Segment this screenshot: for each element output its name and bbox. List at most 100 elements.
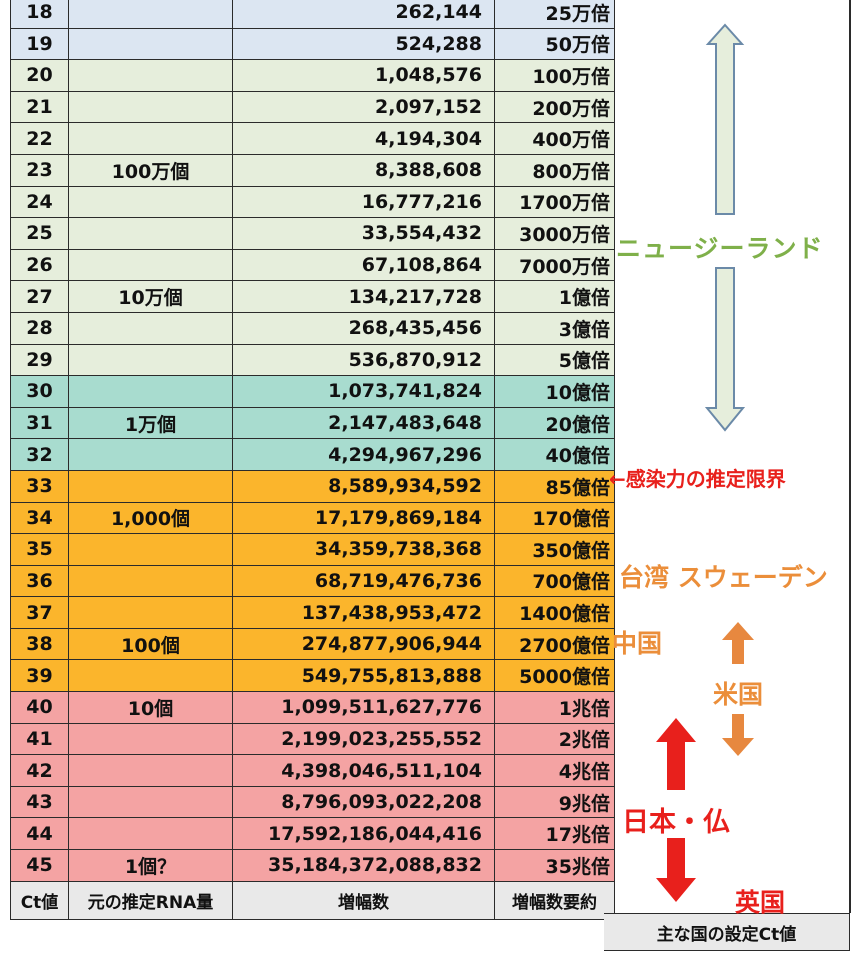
summary-cell: 200万倍 <box>494 90 615 124</box>
summary-cell: 85億倍 <box>494 469 615 503</box>
amplification-cell: 67,108,864 <box>232 248 495 282</box>
ct-cell: 22 <box>10 122 69 155</box>
table-row: 33 8,589,934,592 85億倍 <box>10 469 615 503</box>
table-row: 43 8,796,093,022,208 9兆倍 <box>10 785 615 819</box>
header-row: Ct値 元の推定RNA量 増幅数 増幅数要約 <box>10 880 615 920</box>
rna-cell <box>68 438 233 471</box>
header-ct: Ct値 <box>10 880 69 920</box>
amplification-cell: 262,144 <box>232 0 495 29</box>
ct-cell: 44 <box>10 817 69 851</box>
header-amp: 増幅数 <box>232 880 495 920</box>
ct-cell: 24 <box>10 185 69 219</box>
rna-cell <box>68 90 233 124</box>
summary-cell: 400万倍 <box>494 122 615 155</box>
label-infectivity-limit: ←感染力の推定限界 <box>609 467 786 491</box>
table-row: 37 137,438,953,472 1400億倍 <box>10 596 615 629</box>
summary-cell: 170億倍 <box>494 501 615 535</box>
amplification-cell: 4,194,304 <box>232 122 495 155</box>
amplification-cell: 8,796,093,022,208 <box>232 785 495 819</box>
amplification-cell: 17,592,186,044,416 <box>232 817 495 851</box>
table-row: 25 33,554,432 3000万倍 <box>10 217 615 250</box>
rna-cell: 1万個 <box>68 406 233 440</box>
ct-cell: 26 <box>10 248 69 282</box>
summary-cell: 35兆倍 <box>494 849 615 882</box>
table-row: 34 1,000個 17,179,869,184 170億倍 <box>10 501 615 535</box>
rna-cell <box>68 469 233 503</box>
japan-up-arrow-icon <box>656 718 696 790</box>
amplification-cell: 549,755,813,888 <box>232 659 495 693</box>
summary-cell: 7000万倍 <box>494 248 615 282</box>
amplification-cell: 274,877,906,944 <box>232 627 495 661</box>
ct-cell: 40 <box>10 691 69 724</box>
summary-cell: 1兆倍 <box>494 691 615 724</box>
table-row: 39 549,755,813,888 5000億倍 <box>10 659 615 693</box>
table-row: 31 1万個 2,147,483,648 20億倍 <box>10 406 615 440</box>
ct-cell: 33 <box>10 469 69 503</box>
amplification-cell: 524,288 <box>232 27 495 61</box>
summary-cell: 3億倍 <box>494 311 615 345</box>
ct-cell: 21 <box>10 90 69 124</box>
rna-cell <box>68 596 233 629</box>
summary-cell: 2兆倍 <box>494 722 615 756</box>
table-row: 44 17,592,186,044,416 17兆倍 <box>10 817 615 851</box>
summary-cell: 1400億倍 <box>494 596 615 629</box>
table-row: 41 2,199,023,255,552 2兆倍 <box>10 722 615 756</box>
ct-cell: 45 <box>10 849 69 882</box>
rna-cell <box>68 785 233 819</box>
rna-cell <box>68 27 233 61</box>
rna-cell <box>68 375 233 408</box>
summary-cell: 5億倍 <box>494 343 615 377</box>
summary-cell: 5000億倍 <box>494 659 615 693</box>
summary-cell: 17兆倍 <box>494 817 615 851</box>
summary-cell: 9兆倍 <box>494 785 615 819</box>
summary-cell: 800万倍 <box>494 153 615 187</box>
rna-cell <box>68 659 233 693</box>
ct-cell: 38 <box>10 627 69 661</box>
header-rna: 元の推定RNA量 <box>68 880 233 920</box>
table-row: 30 1,073,741,824 10億倍 <box>10 375 615 408</box>
rna-cell <box>68 185 233 219</box>
rna-cell: 100万個 <box>68 153 233 187</box>
amplification-cell: 16,777,216 <box>232 185 495 219</box>
rna-cell <box>68 754 233 787</box>
rna-cell <box>68 343 233 377</box>
table-row: 40 10個 1,099,511,627,776 1兆倍 <box>10 691 615 724</box>
ct-value-table: 18 262,144 25万倍 19 524,288 50万倍 20 1,048,576 100… <box>10 0 615 920</box>
table-row: 38 100個 274,877,906,944 2700億倍 <box>10 627 615 661</box>
table-row: 18 262,144 25万倍 <box>10 0 615 29</box>
right-column-border <box>849 0 851 913</box>
amplification-cell: 35,184,372,088,832 <box>232 849 495 882</box>
ct-cell: 18 <box>10 0 69 29</box>
table-row: 23 100万個 8,388,608 800万倍 <box>10 153 615 187</box>
label-china: 中国 <box>612 629 663 658</box>
summary-cell: 25万倍 <box>494 0 615 29</box>
amplification-cell: 17,179,869,184 <box>232 501 495 535</box>
amplification-cell: 2,147,483,648 <box>232 406 495 440</box>
summary-cell: 100万倍 <box>494 59 615 92</box>
rna-cell: 1,000個 <box>68 501 233 535</box>
label-uk: 英国 <box>735 888 786 917</box>
header-countries: 主な国の設定Ct値 <box>604 913 850 951</box>
rna-cell <box>68 311 233 345</box>
rna-cell <box>68 817 233 851</box>
usa-down-arrow-icon <box>722 714 754 756</box>
nz-down-arrow-icon <box>704 267 746 432</box>
amplification-cell: 4,294,967,296 <box>232 438 495 471</box>
label-usa: 米国 <box>713 680 764 709</box>
table-row: 35 34,359,738,368 350億倍 <box>10 533 615 566</box>
ct-cell: 20 <box>10 59 69 92</box>
rna-cell <box>68 722 233 756</box>
rna-cell <box>68 59 233 92</box>
ct-cell: 36 <box>10 564 69 598</box>
ct-cell: 37 <box>10 596 69 629</box>
amplification-cell: 1,073,741,824 <box>232 375 495 408</box>
summary-cell: 700億倍 <box>494 564 615 598</box>
amplification-cell: 34,359,738,368 <box>232 533 495 566</box>
ct-cell: 32 <box>10 438 69 471</box>
amplification-cell: 536,870,912 <box>232 343 495 377</box>
rna-cell <box>68 564 233 598</box>
ct-cell: 28 <box>10 311 69 345</box>
amplification-cell: 2,199,023,255,552 <box>232 722 495 756</box>
table-row: 29 536,870,912 5億倍 <box>10 343 615 377</box>
